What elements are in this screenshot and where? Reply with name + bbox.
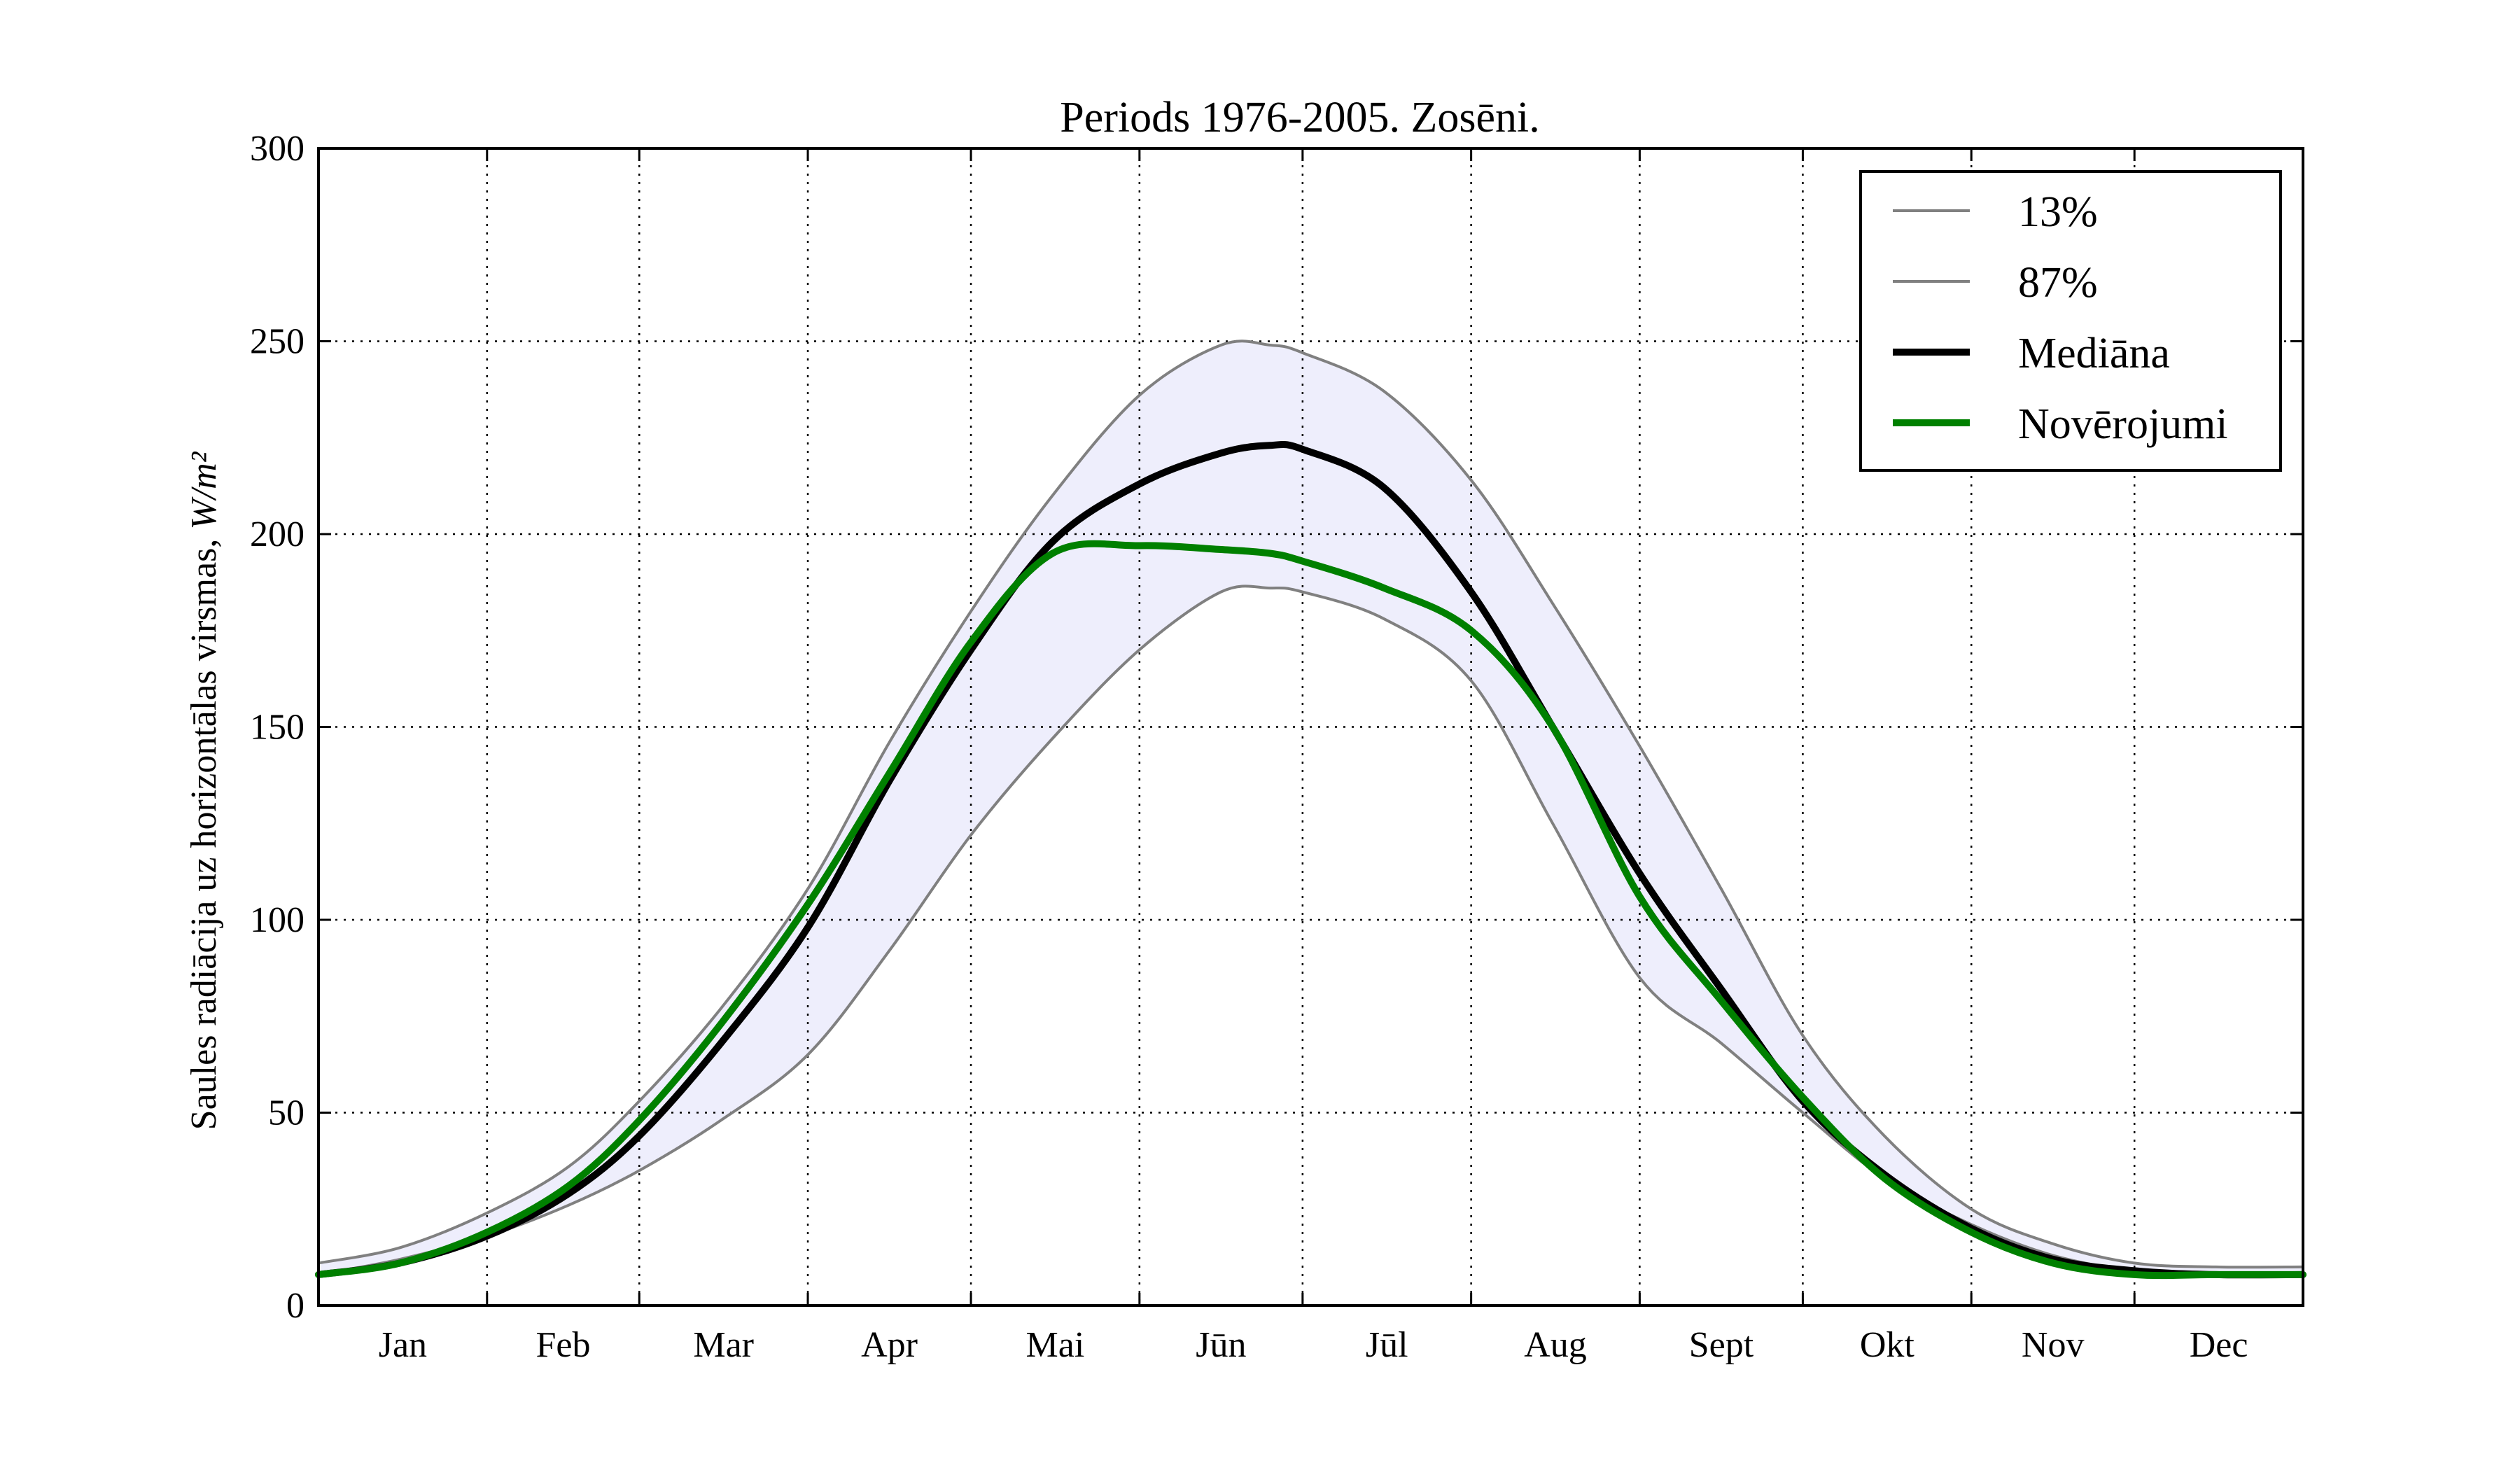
- x-tick-label: Jūn: [1196, 1325, 1246, 1365]
- svg-text:Saules radiācija uz horizontāl: Saules radiācija uz horizontālas virsmas…: [184, 451, 224, 1130]
- y-axis-label: Saules radiācija uz horizontālas virsmas…: [184, 451, 224, 1130]
- y-tick-label: 200: [250, 514, 304, 554]
- series-line-87%: [317, 340, 2304, 1269]
- legend: 13% 87% Mediāna Novērojumi: [1859, 170, 2282, 472]
- x-tick-label: Feb: [536, 1325, 591, 1365]
- legend-label: 13%: [2018, 188, 2098, 236]
- x-tick-label: Nov: [2022, 1325, 2085, 1365]
- y-tick-label: 100: [250, 900, 304, 940]
- legend-label: Mediāna: [2018, 330, 2170, 377]
- percentile-band: [318, 341, 2303, 1275]
- series-line-Novērojumi: [315, 540, 2306, 1280]
- y-tick-label: 0: [286, 1286, 304, 1326]
- x-tick-label: Okt: [1860, 1325, 1915, 1365]
- x-tick-label: Jūl: [1366, 1325, 1408, 1365]
- chart-title: Periods 1976-2005. Zosēni.: [1060, 94, 1539, 141]
- x-tick-label: Jan: [379, 1325, 427, 1365]
- legend-label: 87%: [2018, 259, 2098, 307]
- x-tick-label: Apr: [861, 1325, 918, 1365]
- x-tick-label: Aug: [1524, 1325, 1587, 1365]
- x-tick-label: Sept: [1689, 1325, 1754, 1365]
- y-tick-label: 50: [268, 1093, 304, 1133]
- series-line-Mediāna: [315, 440, 2306, 1279]
- grid: [318, 148, 2303, 1306]
- y-axis-label-units: W/m²: [184, 451, 224, 529]
- y-tick-label: 150: [250, 708, 304, 748]
- x-tick-label: Mai: [1026, 1325, 1085, 1365]
- x-tick-label: Mar: [693, 1325, 754, 1365]
- x-tick-label: Dec: [2190, 1325, 2248, 1365]
- y-tick-label: 250: [250, 322, 304, 362]
- legend-label: Novērojumi: [2018, 400, 2228, 448]
- y-tick-label: 300: [250, 129, 304, 169]
- y-axis-label-text: Saules radiācija uz horizontālas virsmas…: [184, 530, 224, 1130]
